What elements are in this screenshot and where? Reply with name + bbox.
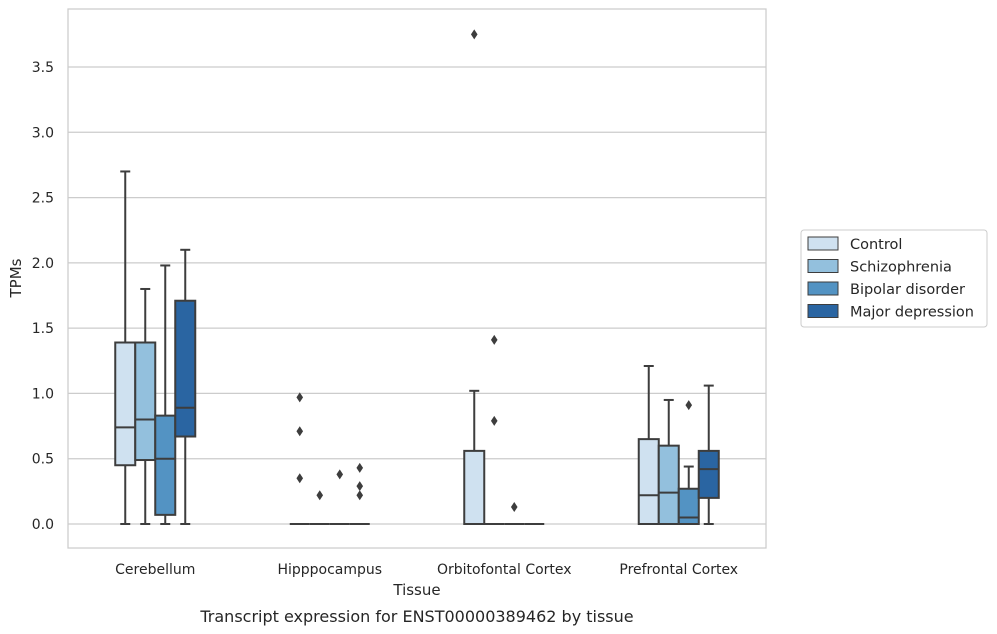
outlier-point [356, 481, 364, 492]
box [484, 334, 505, 525]
x-tick-label: Prefrontal Cortex [619, 562, 738, 578]
box-body [154, 414, 177, 516]
box [657, 398, 680, 525]
y-tick-labels: 0.0 0.5 1.0 1.5 2.0 2.5 3.0 3.5 [32, 60, 54, 533]
y-tick-label: 0.0 [32, 517, 54, 533]
box [504, 502, 525, 525]
y-tick-label: 2.5 [32, 191, 54, 207]
box-body [174, 299, 197, 438]
box [289, 392, 310, 525]
legend-label: Bipolar disorder [850, 282, 965, 298]
series-major-depression [174, 248, 720, 525]
outlier-point [296, 426, 304, 437]
legend-label: Control [850, 237, 902, 253]
legend-label: Major depression [850, 305, 974, 321]
outlier-point [510, 502, 518, 513]
x-tick-label: Hipppocampus [277, 562, 382, 578]
y-axis-title: TPMs [7, 258, 25, 298]
box-body [657, 444, 680, 525]
y-tick-label: 0.5 [32, 452, 54, 468]
legend-swatch [807, 281, 839, 296]
outlier-point [490, 334, 498, 345]
box [174, 248, 197, 525]
box [134, 287, 157, 525]
y-tick-label: 2.0 [32, 256, 54, 272]
outlier-point [490, 415, 498, 426]
x-tick-labels: Cerebellum Hipppocampus Orbitofontal Corte… [115, 562, 738, 578]
box [463, 29, 486, 526]
plot-frame [67, 8, 767, 549]
box-series [114, 29, 720, 526]
outlier-point [356, 490, 364, 501]
y-tick-label: 1.0 [32, 386, 54, 402]
box-body [134, 341, 157, 462]
box [309, 490, 330, 525]
y-tick-label: 3.5 [32, 60, 54, 76]
x-tick-label: Cerebellum [115, 562, 195, 578]
series-bipolar-disorder [154, 264, 700, 526]
box [329, 469, 350, 525]
legend-swatch [807, 259, 839, 273]
legend-swatch [807, 304, 839, 318]
box [677, 400, 700, 526]
box-body [463, 449, 486, 526]
outlier-point [470, 29, 478, 40]
outlier-point [685, 400, 693, 411]
y-tick-label: 1.5 [32, 321, 54, 337]
box [697, 384, 720, 525]
chart-caption: Transcript expression for ENST0000038946… [199, 607, 633, 626]
legend-label: Schizophrenia [850, 260, 952, 276]
box [154, 264, 177, 525]
series-schizophrenia [134, 287, 680, 525]
box-body [697, 449, 720, 499]
y-tick-label: 3.0 [32, 125, 54, 141]
outlier-point [296, 473, 304, 484]
legend: Control Schizophrenia Bipolar disorder Majo… [800, 229, 988, 328]
outlier-point [296, 392, 304, 403]
box [349, 462, 370, 525]
x-tick-label: Orbitofontal Cortex [437, 562, 572, 578]
outlier-point [336, 469, 344, 480]
outlier-point [356, 462, 364, 473]
legend-swatch [807, 236, 839, 251]
box-body [114, 341, 137, 467]
x-axis-title: Tissue [392, 581, 440, 599]
series-control [114, 29, 660, 526]
box [114, 170, 137, 525]
box-body [637, 438, 660, 525]
legend-frame [800, 229, 988, 328]
outlier-point [316, 490, 324, 501]
box-body [677, 487, 700, 526]
